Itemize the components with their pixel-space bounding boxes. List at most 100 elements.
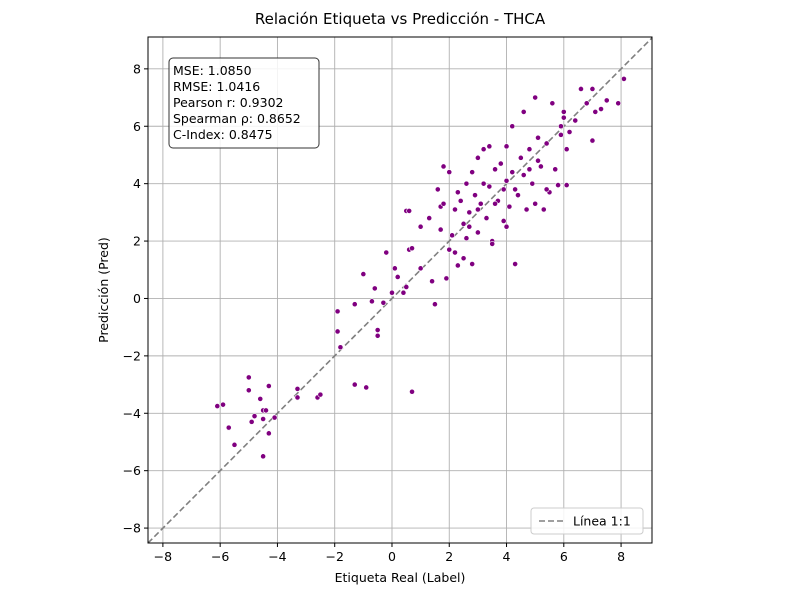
point: [403, 284, 410, 290]
y-tick-label: 2: [133, 234, 141, 249]
point: [563, 182, 570, 188]
legend-label: Línea 1:1: [573, 514, 631, 529]
point: [225, 424, 232, 431]
point: [351, 301, 358, 308]
point: [406, 208, 413, 214]
point: [260, 453, 267, 460]
point: [520, 109, 527, 115]
point: [532, 200, 539, 207]
point: [452, 249, 458, 256]
point: [469, 169, 476, 176]
point: [417, 265, 424, 272]
point: [486, 183, 493, 190]
point: [446, 246, 453, 253]
point: [231, 441, 238, 448]
y-tick-label: −6: [123, 463, 141, 478]
point: [543, 186, 550, 193]
point: [440, 163, 447, 170]
stats-text: MSE: 1.0850: [173, 63, 252, 78]
point: [560, 114, 567, 121]
y-tick-label: 4: [133, 176, 141, 191]
point: [220, 401, 226, 408]
x-tick-label: −8: [154, 549, 172, 564]
point: [549, 100, 556, 107]
point: [265, 430, 272, 437]
point: [563, 146, 570, 153]
point: [334, 328, 341, 335]
point: [552, 166, 559, 173]
point: [520, 172, 527, 178]
point: [469, 261, 476, 267]
point: [523, 206, 530, 213]
point: [503, 143, 510, 150]
point: [446, 169, 453, 176]
point: [540, 206, 547, 213]
point: [500, 218, 507, 224]
point: [251, 413, 258, 420]
point: [474, 206, 481, 213]
x-tick-label: −2: [325, 549, 343, 564]
point: [245, 374, 252, 381]
point: [443, 275, 450, 282]
point: [592, 109, 599, 115]
point: [480, 180, 487, 187]
stats-text: C-Index: 0.8475: [173, 127, 273, 142]
grid: [148, 37, 652, 543]
point: [566, 129, 573, 135]
point: [466, 223, 473, 230]
point: [500, 186, 507, 193]
point: [492, 200, 498, 207]
x-tick-label: 4: [503, 549, 511, 564]
point: [409, 388, 415, 395]
point: [512, 261, 519, 267]
point: [621, 76, 627, 82]
y-tick-label: −2: [123, 348, 141, 363]
y-tick-label: 8: [133, 61, 141, 76]
plot-frame: [147, 36, 653, 544]
point: [317, 391, 324, 398]
point: [363, 384, 370, 391]
x-tick-label: −4: [268, 549, 286, 564]
point: [248, 418, 255, 425]
point: [509, 123, 516, 130]
point: [360, 271, 367, 277]
point: [560, 109, 567, 115]
point: [509, 169, 516, 176]
point: [515, 192, 521, 199]
point: [371, 285, 378, 292]
point: [271, 414, 278, 421]
point: [383, 249, 390, 256]
point: [492, 166, 498, 173]
point: [351, 381, 358, 388]
y-tick-label: −4: [123, 406, 141, 421]
point: [449, 232, 456, 239]
y-tick-label: 6: [133, 119, 141, 134]
point: [432, 301, 438, 308]
point: [214, 403, 221, 409]
point: [337, 344, 344, 351]
point: [503, 177, 510, 184]
point: [603, 97, 610, 104]
stats-text: Pearson r: 0.9302: [173, 95, 283, 110]
y-tick-label: −8: [123, 521, 141, 536]
point: [426, 215, 433, 222]
x-tick-label: 6: [560, 549, 568, 564]
point: [572, 117, 579, 124]
point: [429, 278, 435, 285]
point: [558, 131, 564, 138]
point: [529, 180, 536, 187]
point: [506, 203, 513, 210]
point: [263, 407, 269, 414]
point: [460, 220, 467, 227]
point: [535, 134, 541, 141]
point: [497, 160, 504, 167]
plot-area: [148, 37, 652, 543]
point: [257, 396, 264, 402]
legend-box: [530, 507, 644, 535]
point: [589, 86, 596, 92]
point: [245, 387, 252, 394]
point: [535, 157, 541, 164]
point: [463, 180, 470, 187]
point: [503, 223, 510, 230]
point: [454, 189, 461, 196]
